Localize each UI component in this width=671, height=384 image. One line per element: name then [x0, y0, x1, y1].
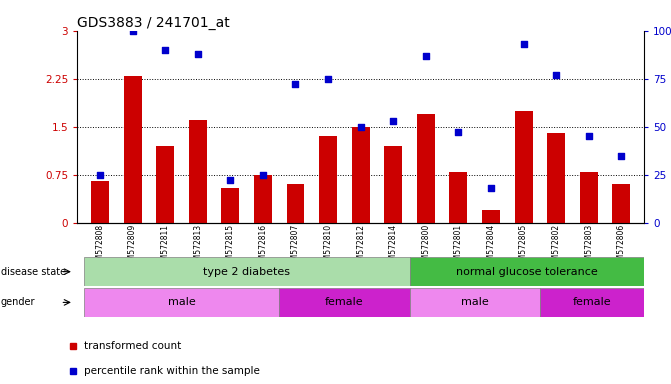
Bar: [613, 184, 630, 223]
Bar: [254, 175, 272, 223]
Bar: [352, 127, 370, 223]
Bar: [409, 257, 644, 286]
Text: male: male: [168, 297, 195, 308]
Text: male: male: [461, 297, 488, 308]
Bar: [417, 114, 435, 223]
Bar: [91, 181, 109, 223]
Point: [95, 172, 105, 178]
Bar: [123, 76, 142, 223]
Text: transformed count: transformed count: [85, 341, 181, 351]
Point: [193, 51, 203, 57]
Bar: [287, 184, 305, 223]
Bar: [319, 136, 337, 223]
Bar: [548, 133, 565, 223]
Point: [323, 76, 333, 82]
Point: [356, 124, 366, 130]
Point: [388, 118, 399, 124]
Text: type 2 diabetes: type 2 diabetes: [203, 266, 290, 277]
Text: female: female: [573, 297, 611, 308]
Point: [225, 177, 236, 184]
Bar: [540, 288, 644, 317]
Text: normal glucose tolerance: normal glucose tolerance: [456, 266, 598, 277]
Point: [127, 28, 138, 34]
Text: female: female: [325, 297, 364, 308]
Point: [518, 41, 529, 47]
Text: gender: gender: [1, 297, 35, 308]
Bar: [409, 288, 540, 317]
Point: [583, 133, 594, 139]
Point: [160, 47, 170, 53]
Point: [551, 72, 562, 78]
Bar: [384, 146, 402, 223]
Bar: [84, 288, 279, 317]
Bar: [221, 187, 240, 223]
Bar: [515, 111, 533, 223]
Point: [486, 185, 497, 191]
Point: [290, 81, 301, 88]
Bar: [580, 172, 598, 223]
Bar: [279, 288, 409, 317]
Bar: [156, 146, 174, 223]
Text: disease state: disease state: [1, 266, 66, 277]
Text: percentile rank within the sample: percentile rank within the sample: [85, 366, 260, 376]
Bar: [84, 257, 409, 286]
Point: [616, 152, 627, 159]
Point: [258, 172, 268, 178]
Point: [453, 129, 464, 136]
Bar: [482, 210, 500, 223]
Bar: [450, 172, 468, 223]
Text: GDS3883 / 241701_at: GDS3883 / 241701_at: [77, 16, 230, 30]
Point: [421, 53, 431, 59]
Bar: [189, 120, 207, 223]
